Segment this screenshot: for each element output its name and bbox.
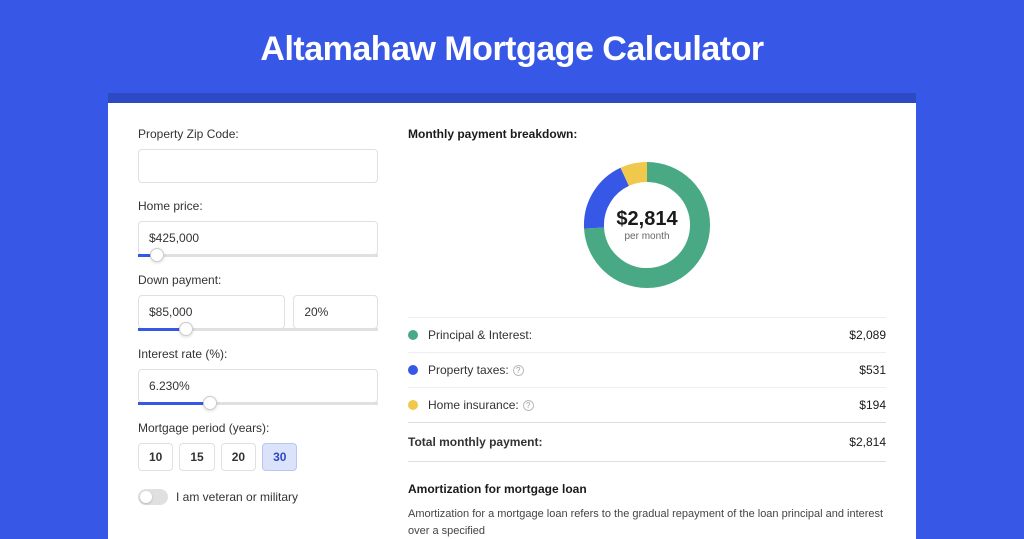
calculator-panel: Property Zip Code: Home price: Down paym… bbox=[108, 103, 916, 539]
legend-dot bbox=[408, 400, 418, 410]
info-icon[interactable]: ? bbox=[523, 400, 534, 411]
interest-slider[interactable] bbox=[138, 402, 378, 405]
home-price-label: Home price: bbox=[138, 199, 378, 213]
breakdown-value: $531 bbox=[859, 363, 886, 377]
donut-wrap: $2,814 per month bbox=[408, 155, 886, 295]
down-payment-slider-thumb[interactable] bbox=[179, 322, 193, 336]
home-price-field: Home price: bbox=[138, 199, 378, 257]
interest-label: Interest rate (%): bbox=[138, 347, 378, 361]
legend-dot bbox=[408, 330, 418, 340]
amortization-text: Amortization for a mortgage loan refers … bbox=[408, 506, 886, 539]
donut-chart: $2,814 per month bbox=[577, 155, 717, 295]
down-payment-slider[interactable] bbox=[138, 328, 378, 331]
period-field: Mortgage period (years): 10152030 bbox=[138, 421, 378, 471]
zip-input[interactable] bbox=[138, 149, 378, 183]
info-icon[interactable]: ? bbox=[513, 365, 524, 376]
breakdown-label: Property taxes: ? bbox=[428, 363, 859, 377]
donut-center: $2,814 per month bbox=[577, 155, 717, 295]
period-30-button[interactable]: 30 bbox=[262, 443, 297, 471]
home-price-input[interactable] bbox=[138, 221, 378, 255]
breakdown-row: Home insurance: ?$194 bbox=[408, 387, 886, 422]
breakdown-label: Principal & Interest: bbox=[428, 328, 849, 342]
page-title: Altamahaw Mortgage Calculator bbox=[0, 0, 1024, 93]
legend-dot bbox=[408, 365, 418, 375]
down-payment-input[interactable] bbox=[138, 295, 285, 329]
breakdown-value: $2,089 bbox=[849, 328, 886, 342]
breakdown-column: Monthly payment breakdown: $2,814 per mo… bbox=[408, 127, 886, 539]
breakdown-title: Monthly payment breakdown: bbox=[408, 127, 886, 141]
period-10-button[interactable]: 10 bbox=[138, 443, 173, 471]
interest-input[interactable] bbox=[138, 369, 378, 403]
breakdown-row: Principal & Interest: $2,089 bbox=[408, 317, 886, 352]
home-price-slider[interactable] bbox=[138, 254, 378, 257]
total-row: Total monthly payment: $2,814 bbox=[408, 422, 886, 462]
donut-sub: per month bbox=[624, 231, 669, 242]
down-payment-label: Down payment: bbox=[138, 273, 378, 287]
amortization-title: Amortization for mortgage loan bbox=[408, 482, 886, 496]
interest-field: Interest rate (%): bbox=[138, 347, 378, 405]
donut-amount: $2,814 bbox=[616, 208, 677, 231]
down-payment-field: Down payment: bbox=[138, 273, 378, 331]
veteran-label: I am veteran or military bbox=[176, 490, 298, 504]
period-15-button[interactable]: 15 bbox=[179, 443, 214, 471]
total-value: $2,814 bbox=[849, 435, 886, 449]
down-payment-pct-input[interactable] bbox=[293, 295, 378, 329]
breakdown-row: Property taxes: ?$531 bbox=[408, 352, 886, 387]
period-20-button[interactable]: 20 bbox=[221, 443, 256, 471]
veteran-toggle[interactable] bbox=[138, 489, 168, 505]
veteran-toggle-knob bbox=[140, 491, 152, 503]
breakdown-label: Home insurance: ? bbox=[428, 398, 859, 412]
home-price-slider-thumb[interactable] bbox=[150, 248, 164, 262]
total-label: Total monthly payment: bbox=[408, 435, 849, 449]
form-column: Property Zip Code: Home price: Down paym… bbox=[138, 127, 378, 539]
zip-field: Property Zip Code: bbox=[138, 127, 378, 183]
zip-label: Property Zip Code: bbox=[138, 127, 378, 141]
interest-slider-thumb[interactable] bbox=[203, 396, 217, 410]
period-label: Mortgage period (years): bbox=[138, 421, 378, 435]
veteran-row: I am veteran or military bbox=[138, 489, 378, 505]
breakdown-value: $194 bbox=[859, 398, 886, 412]
